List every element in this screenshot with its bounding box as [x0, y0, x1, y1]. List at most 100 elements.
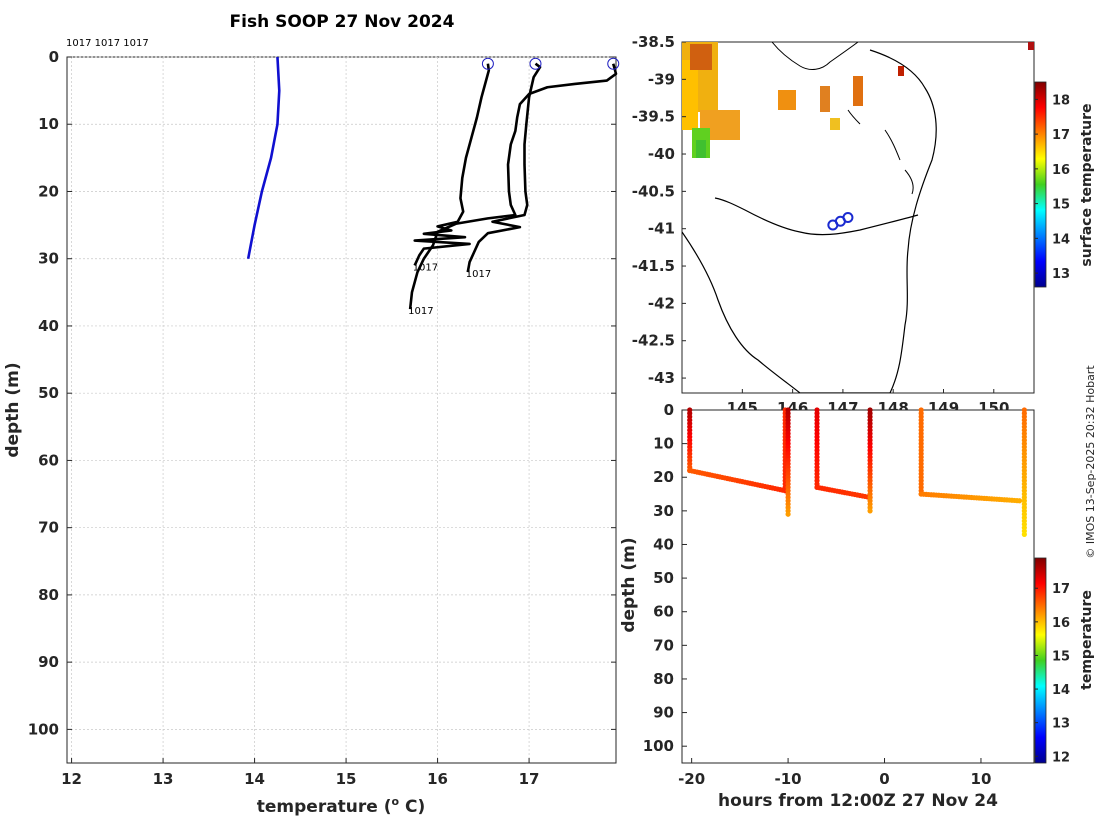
map-markers	[827, 212, 854, 231]
map-colorbar-tick: 13	[1052, 267, 1070, 282]
profile-x-tick: 14	[244, 770, 265, 788]
profile-end-label-2: 1017	[466, 269, 491, 280]
section-y-tick: 60	[653, 603, 674, 621]
profile-y-tick: 50	[38, 384, 59, 402]
profile-y-label: depth (m)	[3, 362, 23, 457]
profile-start-marker-3	[607, 57, 620, 70]
map-y-tick: -40.5	[632, 182, 675, 200]
profile-plot-area	[66, 56, 617, 764]
section-point	[1021, 531, 1027, 537]
credit-text: © IMOS 13-Sep-2025 20:32 Hobart	[1084, 365, 1097, 559]
profile-top-labels: 1017 1017 1017	[66, 38, 149, 49]
profile-line-3	[408, 63, 618, 310]
profile-x-tick: 17	[519, 770, 540, 788]
profile-x-tick: 16	[427, 770, 448, 788]
map-y-tick: -42	[648, 294, 675, 312]
section-y-tick: 90	[653, 704, 674, 722]
section-y-tick: 40	[653, 535, 674, 553]
map-y-tick: -41.5	[632, 257, 675, 275]
profile-y-tick: 10	[38, 115, 59, 133]
profile-y-tick: 0	[49, 48, 59, 66]
map-y-tick: -42.5	[632, 332, 675, 350]
sst-patch-north-3	[853, 76, 863, 106]
section-x-tick: -20	[678, 770, 705, 788]
climatology-line	[246, 56, 281, 259]
section-y-tick: 80	[653, 670, 674, 688]
section-colorbar-label: temperature	[1079, 590, 1095, 690]
coastline-mainland	[771, 42, 859, 70]
section-y-tick: 0	[664, 401, 674, 419]
section-y-tick: 10	[653, 435, 674, 453]
section-point	[785, 511, 791, 517]
map-y-tick: -38.5	[632, 33, 675, 51]
sst-patch-ne	[898, 66, 904, 76]
profile-y-tick: 60	[38, 451, 59, 469]
profile-x-tick: 12	[61, 770, 82, 788]
profile-y-tick: 70	[38, 519, 59, 537]
section-colorbar-tick: 15	[1052, 649, 1070, 664]
profile-y-tick: 40	[38, 317, 59, 335]
section-point	[867, 508, 873, 514]
section-x-tick: 10	[971, 770, 992, 788]
section-colorbar-tick: 12	[1052, 750, 1070, 765]
profile-y-tick: 20	[38, 182, 59, 200]
sst-patch-north-2	[820, 86, 830, 112]
map-colorbar-tick: 15	[1052, 198, 1070, 213]
map-colorbar-tick: 18	[1052, 93, 1070, 108]
sst-patch-north-4	[830, 118, 840, 130]
section-colorbar	[1034, 557, 1047, 764]
map-colorbar-label: surface temperature	[1079, 103, 1095, 266]
section-y-tick: 100	[643, 737, 674, 755]
profile-grid	[67, 56, 616, 763]
profile-start-marker-1	[481, 57, 494, 70]
profile-x-label: temperature (o C)	[257, 795, 426, 817]
section-point	[1016, 498, 1023, 504]
map-y-tick: -39.5	[632, 108, 675, 126]
profile-end-label-1: 1017	[413, 262, 438, 273]
map-y-tick: -39	[648, 70, 675, 88]
sst-patch-north-1	[778, 90, 796, 110]
profile-x-tick: 13	[153, 770, 174, 788]
sst-patches	[682, 42, 1034, 158]
section-y-tick: 50	[653, 569, 674, 587]
sst-patch-west-hot	[690, 44, 712, 70]
section-x-tick: -10	[775, 770, 802, 788]
section-x-tick: 0	[879, 770, 889, 788]
map-y-tick: -40	[648, 145, 675, 163]
section-plot-area	[681, 409, 1035, 764]
profile-y-tick: 80	[38, 586, 59, 604]
map-colorbar-ticks: 13 14 15 16 17 18	[1035, 93, 1070, 282]
section-y-tick: 30	[653, 502, 674, 520]
profile-y-tick: 100	[28, 720, 59, 738]
section-y-label: depth (m)	[619, 537, 639, 632]
map-panel: -38.5 -39 -39.5 -40 -40.5 -41 -41.5 -42 -42.5 -43…	[632, 33, 1095, 417]
section-colorbar-tick: 13	[1052, 717, 1070, 732]
profile-y-tick: 90	[38, 653, 59, 671]
coastline-islands	[847, 109, 914, 195]
profile-start-marker-2	[529, 57, 542, 70]
section-y-tick: 70	[653, 636, 674, 654]
profile-end-label-3: 1017	[408, 306, 433, 317]
chart-title: Fish SOOP 27 Nov 2024	[230, 12, 455, 32]
station-marker	[842, 212, 854, 223]
section-y-tick: 20	[653, 468, 674, 486]
section-data	[687, 407, 1027, 537]
map-y-tick: -43	[648, 369, 675, 387]
section-colorbar-tick: 16	[1052, 616, 1070, 631]
map-colorbar	[1034, 81, 1047, 288]
section-colorbar-tick: 14	[1052, 683, 1070, 698]
map-colorbar-tick: 14	[1052, 232, 1070, 247]
profile-y-tick: 30	[38, 250, 59, 268]
profile-ticks: 12 13 14 15 16 17 0 10 20 30 40 50 60 70 80 90 100	[28, 48, 616, 788]
section-colorbar-ticks: 12 13 14 15 16 17	[1035, 582, 1070, 765]
sst-patch-corner	[1028, 42, 1034, 50]
profile-line-2	[466, 62, 542, 273]
map-colorbar-tick: 17	[1052, 128, 1070, 143]
profile-panel: 1017 1017 1017 12 13 14 15 16 17 0 10 20 30 40 50 60 70…	[3, 38, 620, 817]
map-colorbar-tick: 16	[1052, 163, 1070, 178]
coastline-tasmania	[682, 49, 937, 393]
profile-data: 1017 1017 1017	[246, 56, 620, 317]
map-y-tick: -41	[648, 220, 675, 238]
